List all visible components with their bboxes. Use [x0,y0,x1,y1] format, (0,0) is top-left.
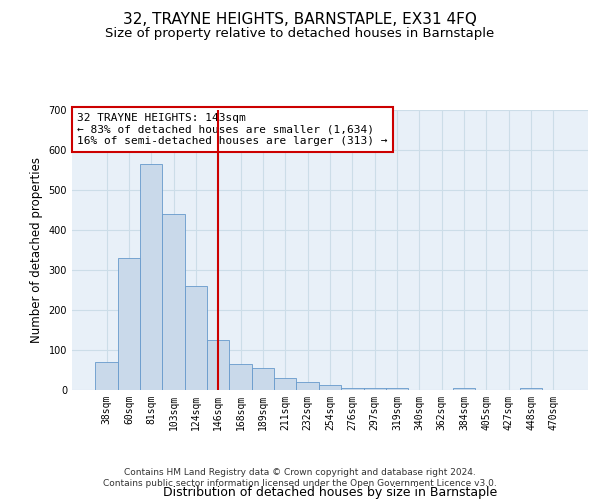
Bar [341,388,364,390]
Bar [207,340,229,390]
Bar [296,382,319,390]
Bar [163,214,185,390]
Bar [520,388,542,390]
Text: Contains HM Land Registry data © Crown copyright and database right 2024.
Contai: Contains HM Land Registry data © Crown c… [103,468,497,487]
Bar [185,286,207,390]
Bar [95,362,118,390]
Bar [118,258,140,390]
Bar [453,388,475,390]
Bar [364,388,386,390]
Bar [252,368,274,390]
Bar [140,164,163,390]
Bar [274,378,296,390]
Text: 32, TRAYNE HEIGHTS, BARNSTAPLE, EX31 4FQ: 32, TRAYNE HEIGHTS, BARNSTAPLE, EX31 4FQ [123,12,477,28]
Bar [386,388,408,390]
Text: 32 TRAYNE HEIGHTS: 143sqm
← 83% of detached houses are smaller (1,634)
16% of se: 32 TRAYNE HEIGHTS: 143sqm ← 83% of detac… [77,113,388,146]
Text: Size of property relative to detached houses in Barnstaple: Size of property relative to detached ho… [106,28,494,40]
Y-axis label: Number of detached properties: Number of detached properties [30,157,43,343]
X-axis label: Distribution of detached houses by size in Barnstaple: Distribution of detached houses by size … [163,486,497,498]
Bar [319,385,341,390]
Bar [229,364,252,390]
